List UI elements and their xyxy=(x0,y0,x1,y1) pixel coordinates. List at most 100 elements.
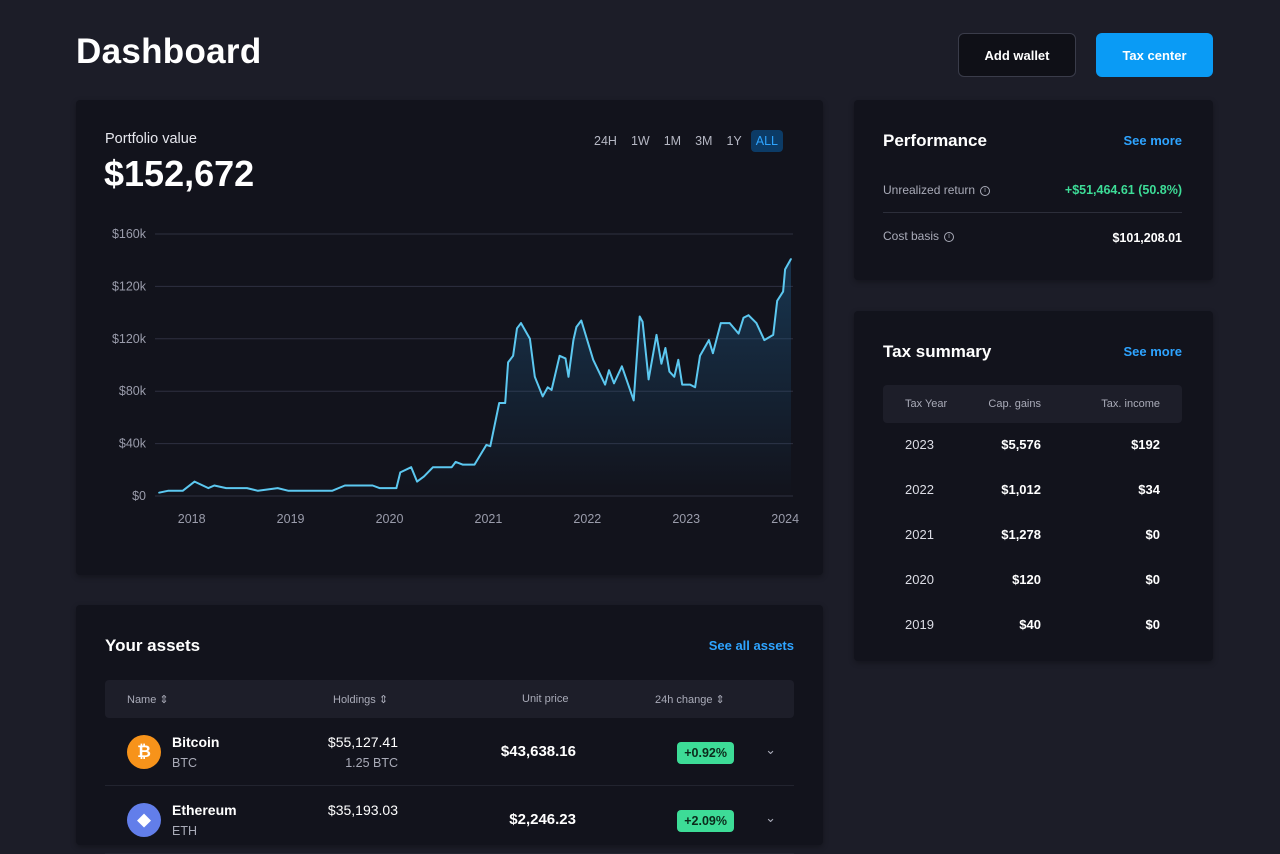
assets-card: Your assets See all assets Name ⇕ Holdin… xyxy=(76,605,823,854)
asset-symbol: ETH xyxy=(172,824,197,838)
data-point xyxy=(550,389,553,391)
chevron-down-icon[interactable]: ⌄ xyxy=(765,810,776,825)
th-holdings[interactable]: Holdings ⇕ xyxy=(333,694,389,706)
tax-table-header: Tax Year Cap. gains Tax. income xyxy=(883,385,1182,423)
unrealized-return-value: +$51,464.61 (50.8%) xyxy=(1064,183,1182,197)
data-point xyxy=(664,347,667,349)
tax-cap-gains: $40 xyxy=(1019,617,1041,632)
divider xyxy=(883,212,1182,213)
data-point xyxy=(504,402,506,404)
x-tick-label: 2018 xyxy=(178,512,206,526)
data-point xyxy=(541,395,544,398)
range-1y[interactable]: 1Y xyxy=(726,134,742,148)
range-all[interactable]: ALL xyxy=(750,130,783,152)
data-point xyxy=(638,315,641,318)
tax-year: 2022 xyxy=(905,482,934,497)
tax-income: $0 xyxy=(1145,572,1160,587)
page-title: Dashboard xyxy=(76,32,262,71)
tax-year: 2021 xyxy=(905,527,934,542)
data-point xyxy=(498,402,501,404)
assets-table-header: Name ⇕ Holdings ⇕ Unit price 24h change … xyxy=(105,680,794,718)
tax-income: $0 xyxy=(1145,527,1160,542)
info-icon[interactable]: i xyxy=(944,231,955,242)
cost-basis-text: Cost basis xyxy=(883,229,940,243)
data-point xyxy=(454,461,457,463)
tax-center-button[interactable]: Tax center xyxy=(1096,33,1213,77)
range-1m[interactable]: 1M xyxy=(663,134,682,148)
asset-symbol: BTC xyxy=(172,756,197,770)
data-point xyxy=(558,355,561,357)
data-point xyxy=(371,484,374,487)
y-tick-label: $0 xyxy=(132,489,146,503)
tax-income: $0 xyxy=(1145,617,1160,632)
y-tick-label: $80k xyxy=(119,384,147,398)
data-point xyxy=(512,355,514,357)
asset-row[interactable]: ◆ Ethereum ETH $35,193.03 $2,246.23 +2.0… xyxy=(105,786,794,854)
range-24h[interactable]: 24H xyxy=(594,134,617,148)
data-point xyxy=(432,466,434,468)
tax-see-more[interactable]: See more xyxy=(1123,344,1182,359)
performance-see-more[interactable]: See more xyxy=(1123,133,1182,148)
data-point xyxy=(473,463,476,466)
add-wallet-button[interactable]: Add wallet xyxy=(958,33,1076,77)
data-point xyxy=(416,480,418,483)
data-point xyxy=(257,489,259,492)
data-point xyxy=(485,444,488,446)
asset-row[interactable]: ₿ Bitcoin BTC $55,127.41 1.25 BTC $43,63… xyxy=(105,718,794,786)
data-point xyxy=(677,358,680,361)
data-point xyxy=(641,320,644,323)
data-point xyxy=(608,369,610,372)
data-point xyxy=(167,489,169,492)
ethereum-icon: ◆ xyxy=(127,803,161,837)
data-point xyxy=(575,326,578,328)
data-point xyxy=(450,466,453,468)
data-point xyxy=(395,487,398,489)
y-tick-label: $120k xyxy=(112,279,147,293)
asset-24h-change: +0.92% xyxy=(677,742,734,764)
th-name[interactable]: Name ⇕ xyxy=(127,694,169,706)
data-point xyxy=(782,290,784,293)
x-tick-label: 2023 xyxy=(672,512,700,526)
data-point xyxy=(564,357,567,360)
data-point xyxy=(399,471,402,474)
tax-year: 2019 xyxy=(905,617,934,632)
data-point xyxy=(276,487,279,489)
info-icon[interactable]: i xyxy=(980,185,991,196)
bitcoin-icon: ₿ xyxy=(127,735,161,769)
portfolio-value: $152,672 xyxy=(104,153,255,194)
data-point xyxy=(423,475,425,478)
tax-cap-gains: $5,576 xyxy=(1001,437,1041,452)
data-point xyxy=(516,327,518,330)
range-3m[interactable]: 3M xyxy=(695,134,713,148)
x-tick-label: 2019 xyxy=(277,512,305,526)
asset-name: Bitcoin xyxy=(172,734,220,750)
data-point xyxy=(763,339,766,341)
data-point xyxy=(655,334,658,336)
x-tick-label: 2024 xyxy=(771,512,799,526)
data-point xyxy=(410,466,412,468)
th-cap-gains: Cap. gains xyxy=(988,398,1041,410)
data-point xyxy=(660,362,663,365)
th-tax-year: Tax Year xyxy=(905,398,948,410)
x-tick-label: 2022 xyxy=(573,512,601,526)
chevron-down-icon[interactable]: ⌄ xyxy=(765,742,776,757)
asset-holdings: $35,193.03 xyxy=(327,802,398,818)
tax-income: $192 xyxy=(1131,437,1160,452)
data-point xyxy=(604,383,606,386)
data-point xyxy=(689,383,691,386)
data-point xyxy=(694,386,696,389)
tax-cap-gains: $1,278 xyxy=(1001,527,1041,542)
portfolio-card: Portfolio value $152,672 24H 1W 1M 3M 1Y… xyxy=(76,100,823,575)
cost-basis-label: Cost basis i xyxy=(883,229,955,243)
data-point xyxy=(507,361,509,364)
see-all-assets-link[interactable]: See all assets xyxy=(708,638,794,653)
th-24h-change[interactable]: 24h change ⇕ xyxy=(655,694,725,706)
x-tick-label: 2020 xyxy=(376,512,404,526)
performance-card: Performance See more Unrealized return i … xyxy=(854,100,1213,280)
range-1w[interactable]: 1W xyxy=(630,134,650,148)
cost-basis-value: $101,208.01 xyxy=(1112,231,1182,245)
y-tick-label: $40k xyxy=(119,437,147,451)
data-point xyxy=(772,334,775,336)
data-point xyxy=(193,480,196,483)
data-point xyxy=(546,386,549,389)
